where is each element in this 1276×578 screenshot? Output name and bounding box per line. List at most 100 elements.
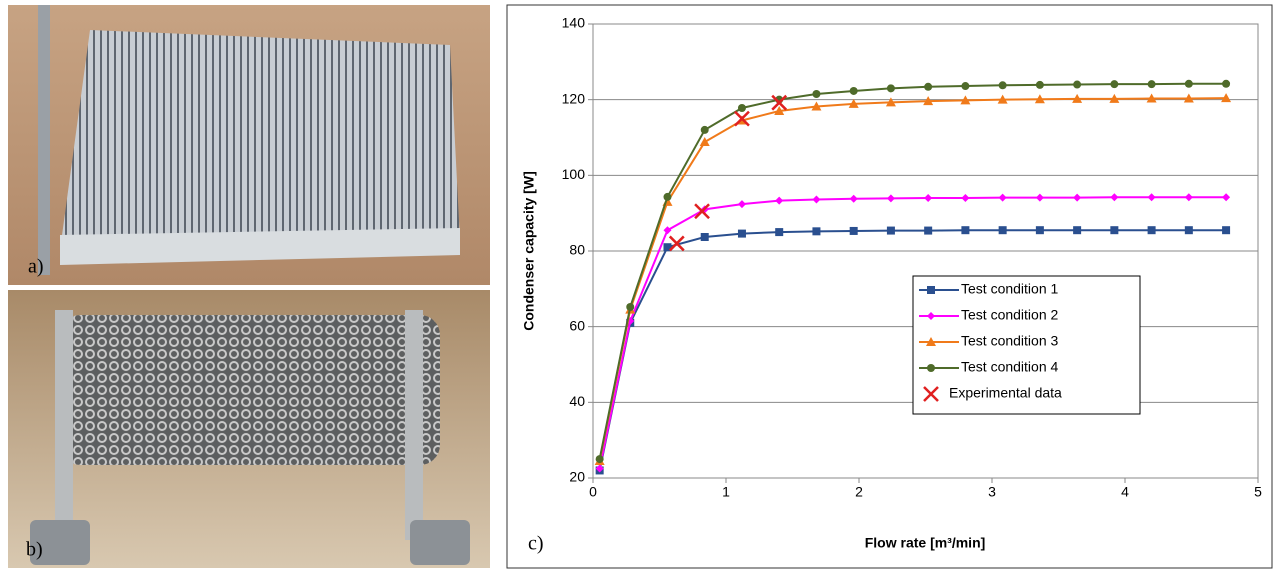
marker	[775, 228, 784, 237]
marker	[812, 195, 821, 204]
marker	[998, 193, 1007, 202]
legend-label: Test condition 4	[961, 359, 1058, 375]
marker	[1222, 79, 1231, 88]
legend-label: Test condition 3	[961, 333, 1058, 349]
marker	[927, 312, 935, 320]
marker	[1147, 226, 1156, 235]
marker	[1147, 80, 1156, 89]
x-tick-label: 5	[1254, 484, 1262, 500]
panel-label: b)	[26, 539, 43, 561]
plot-area	[592, 23, 1259, 479]
marker	[998, 81, 1007, 90]
marker	[737, 103, 746, 112]
marker	[960, 95, 971, 105]
marker	[927, 286, 935, 294]
x-tick-label: 2	[855, 484, 863, 500]
marker	[1183, 93, 1194, 103]
marker	[1184, 193, 1193, 202]
marker	[849, 86, 858, 95]
marker	[886, 84, 895, 93]
marker	[885, 97, 896, 107]
legend-label: Test condition 2	[961, 307, 1058, 323]
legend-label: Test condition 1	[961, 281, 1058, 297]
x-tick-label: 4	[1121, 484, 1129, 500]
y-tick-label: 100	[562, 166, 586, 182]
y-tick-label: 140	[562, 15, 586, 31]
marker	[734, 110, 750, 127]
legend-box	[912, 275, 1141, 415]
marker	[886, 226, 895, 235]
marker	[1222, 193, 1231, 202]
marker	[699, 137, 710, 147]
marker	[1073, 226, 1082, 235]
marker	[700, 233, 709, 242]
series-line	[598, 97, 1227, 462]
marker	[1147, 193, 1156, 202]
y-tick-label: 20	[569, 469, 585, 485]
marker	[998, 226, 1007, 235]
marker	[626, 302, 635, 311]
marker	[1035, 226, 1044, 235]
marker	[1110, 226, 1119, 235]
series-line	[598, 196, 1227, 469]
x-tick-label: 3	[988, 484, 996, 500]
marker	[1110, 80, 1119, 89]
marker	[961, 194, 970, 203]
photo-a	[8, 5, 490, 285]
marker	[927, 364, 935, 372]
marker	[849, 226, 858, 235]
marker	[997, 94, 1008, 104]
marker	[1221, 93, 1232, 103]
marker	[663, 192, 672, 201]
marker	[771, 94, 788, 111]
marker	[700, 125, 709, 134]
y-tick-label: 40	[569, 393, 585, 409]
marker	[1110, 193, 1119, 202]
marker	[663, 243, 672, 252]
marker	[924, 226, 933, 235]
marker	[737, 229, 746, 238]
marker	[1146, 93, 1157, 103]
marker	[1222, 226, 1231, 235]
marker	[1035, 80, 1044, 89]
marker	[924, 194, 933, 203]
marker	[1073, 80, 1082, 89]
marker	[961, 82, 970, 91]
panel-label: a)	[28, 256, 44, 278]
marker	[774, 106, 785, 116]
marker	[848, 98, 859, 108]
series-line	[598, 82, 1227, 460]
x-tick-label: 0	[589, 484, 597, 500]
marker	[924, 82, 933, 91]
marker	[1184, 79, 1193, 88]
marker	[737, 200, 746, 209]
legend-label: Experimental data	[949, 385, 1062, 401]
marker	[923, 96, 934, 106]
marker	[923, 386, 939, 402]
marker	[811, 101, 822, 111]
series-line	[598, 229, 1227, 471]
y-tick-label: 120	[562, 90, 586, 106]
marker	[1073, 193, 1082, 202]
y-axis-label: Condenser capacity [W]	[521, 171, 537, 330]
marker	[663, 226, 672, 235]
marker	[1184, 226, 1193, 235]
panel-label: c)	[528, 533, 544, 555]
marker	[775, 196, 784, 205]
photo-b	[8, 290, 490, 568]
marker	[595, 455, 604, 464]
x-axis-label: Flow rate [m³/min]	[865, 535, 986, 551]
marker	[1034, 94, 1045, 104]
marker	[1035, 193, 1044, 202]
marker	[694, 203, 710, 220]
marker	[812, 227, 821, 236]
x-tick-label: 1	[722, 484, 730, 500]
marker	[926, 337, 936, 346]
marker	[595, 464, 604, 473]
y-tick-label: 80	[569, 242, 585, 258]
marker	[886, 194, 895, 203]
marker	[849, 194, 858, 203]
marker	[1109, 93, 1120, 103]
